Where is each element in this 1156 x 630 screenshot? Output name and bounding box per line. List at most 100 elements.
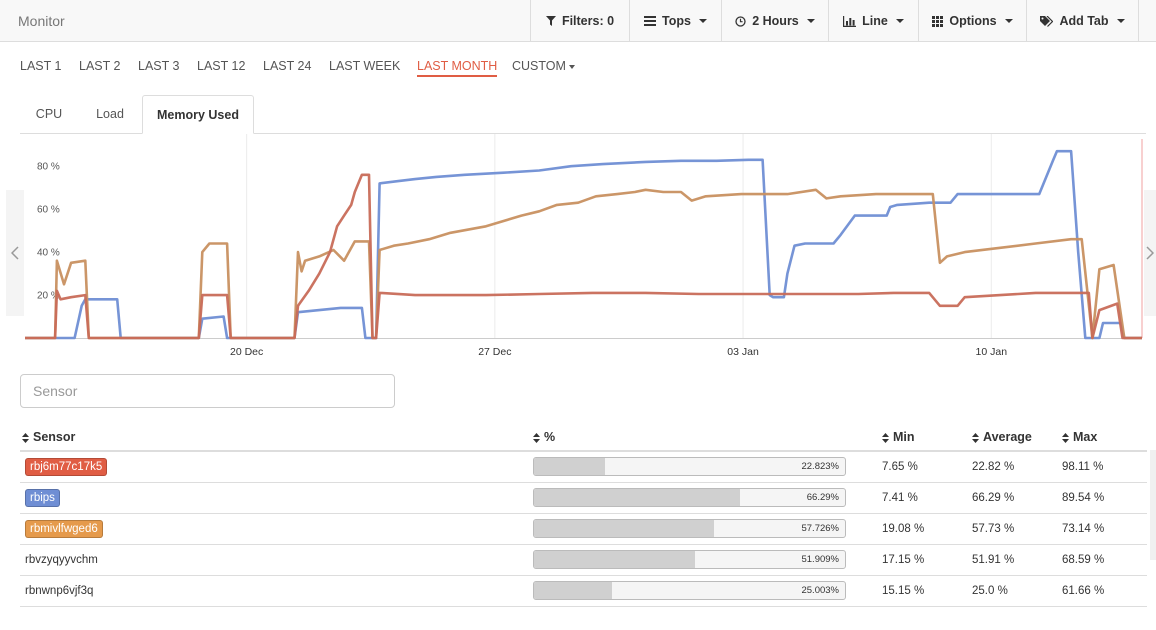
col-header-average-label: Average <box>983 430 1032 444</box>
list-icon <box>644 16 657 26</box>
percent-bar: 51.909% <box>533 550 846 569</box>
col-header-sensor-label: Sensor <box>33 430 76 444</box>
filters-button[interactable]: Filters: 0 <box>530 0 629 42</box>
x-tick-label: 20 Dec <box>230 346 263 358</box>
percent-value: 51.909% <box>801 554 839 565</box>
range-last-1[interactable]: LAST 1 <box>20 59 62 73</box>
metric-tabs: CPU Load Memory Used <box>20 95 1146 134</box>
tab-cpu[interactable]: CPU <box>35 107 63 121</box>
sensor-name: rbnwnp6vjf3q <box>25 584 94 597</box>
percent-bar-fill <box>534 551 696 568</box>
x-tick-label: 27 Dec <box>478 346 511 358</box>
table-row[interactable]: rbips 66.29% 7.41 % 66.29 % 89.54 % <box>20 482 1147 514</box>
range-last-week[interactable]: LAST WEEK <box>329 59 401 73</box>
chevron-down-icon <box>806 19 815 23</box>
chevron-down-icon <box>1004 19 1013 23</box>
percent-bar-fill <box>534 520 714 537</box>
range-custom[interactable]: CUSTOM <box>512 57 575 75</box>
sort-icon <box>882 432 889 443</box>
percent-value: 22.823% <box>801 461 839 473</box>
series-line <box>25 188 1142 340</box>
x-tick-label: 10 Jan <box>976 346 1008 358</box>
series-line <box>25 149 1142 340</box>
col-header-min[interactable]: Min <box>882 424 972 452</box>
chevron-right-icon <box>1146 246 1154 260</box>
percent-bar: 57.726% <box>533 519 846 538</box>
y-tick-label: 20 % <box>37 291 60 302</box>
sort-icon <box>972 432 979 443</box>
filter-icon <box>545 16 556 26</box>
y-tick-label: 60 % <box>37 205 60 216</box>
grid-icon <box>932 15 944 27</box>
range-last-2[interactable]: LAST 2 <box>79 59 121 73</box>
col-header-percent-label: % <box>544 430 556 444</box>
y-tick-label: 40 % <box>37 248 60 259</box>
percent-bar: 22.823% <box>533 457 846 477</box>
range-last-12[interactable]: LAST 12 <box>197 59 246 73</box>
percent-value: 57.726% <box>801 523 839 534</box>
clock-icon <box>735 15 746 27</box>
chevron-down-icon <box>698 19 707 23</box>
col-header-sensor[interactable]: Sensor <box>20 424 533 452</box>
table-row[interactable]: rbvzyqyyvchm 51.909% 17.15 % 51.91 % 68.… <box>20 544 1147 576</box>
sensor-search-input[interactable] <box>20 374 395 408</box>
filters-label: Filters: 0 <box>561 14 615 28</box>
chevron-down-icon <box>895 19 904 23</box>
percent-bar-fill <box>534 489 741 506</box>
col-header-percent[interactable]: % <box>533 424 882 452</box>
col-header-min-label: Min <box>893 430 915 444</box>
tops-label: Tops <box>662 14 691 28</box>
sensor-name: rbips <box>25 488 60 507</box>
max-value: 68.59 % <box>1062 544 1147 576</box>
top-toolbar: Monitor Filters: 0 Tops 2 Hours Line Opt… <box>0 0 1156 42</box>
range-custom-label: CUSTOM <box>512 59 566 73</box>
percent-bar: 66.29% <box>533 488 846 507</box>
col-header-max-label: Max <box>1073 430 1098 444</box>
min-value: 19.08 % <box>882 513 972 545</box>
chart-next-arrow[interactable] <box>1144 190 1156 316</box>
page-scrollbar[interactable] <box>1150 450 1156 560</box>
range-last-month[interactable]: LAST MONTH <box>417 57 498 77</box>
chart-type-button[interactable]: Line <box>828 0 918 42</box>
table-row[interactable]: rbmivlfwged6 57.726% 19.08 % 57.73 % 73.… <box>20 513 1147 545</box>
range-last-3[interactable]: LAST 3 <box>138 59 180 73</box>
sensor-name: rbmivlfwged6 <box>25 519 103 538</box>
min-value: 7.41 % <box>882 482 972 514</box>
memory-used-chart: 20 Dec 27 Dec 03 Jan 10 Jan 20 % 40 % 60 % 80 % <box>25 134 1143 358</box>
col-header-average[interactable]: Average <box>972 424 1062 452</box>
sensor-table: Sensor % Min Average Max rbj6m77c17k5 22… <box>20 424 1147 607</box>
options-button[interactable]: Options <box>918 0 1026 42</box>
percent-bar-fill <box>534 458 605 476</box>
max-value: 73.14 % <box>1062 513 1147 545</box>
chevron-down-icon <box>568 64 575 69</box>
col-header-max[interactable]: Max <box>1062 424 1147 452</box>
tab-memory-used[interactable]: Memory Used <box>142 95 254 134</box>
chart-prev-arrow[interactable] <box>6 190 24 316</box>
table-header-row: Sensor % Min Average Max <box>20 424 1147 452</box>
min-value: 7.65 % <box>882 451 972 483</box>
range-last-24[interactable]: LAST 24 <box>263 59 312 73</box>
sensor-name: rbj6m77c17k5 <box>25 457 108 476</box>
chart-type-label: Line <box>862 14 888 28</box>
x-tick-label: 03 Jan <box>727 346 759 358</box>
sensor-name: rbvzyqyyvchm <box>25 553 98 566</box>
percent-bar: 25.003% <box>533 581 846 600</box>
y-tick-label: 80 % <box>37 162 60 173</box>
add-tab-button[interactable]: Add Tab <box>1026 0 1138 42</box>
table-row[interactable]: rbj6m77c17k5 22.823% 7.65 % 22.82 % 98.1… <box>20 451 1147 483</box>
tab-load[interactable]: Load <box>96 107 124 121</box>
series-line <box>25 173 1142 340</box>
sort-icon <box>533 432 540 443</box>
tags-icon <box>1040 15 1054 27</box>
period-button[interactable]: 2 Hours <box>721 0 828 42</box>
app-title: Monitor <box>18 13 65 29</box>
max-value: 61.66 % <box>1062 575 1147 607</box>
sensor-table-body: rbj6m77c17k5 22.823% 7.65 % 22.82 % 98.1… <box>20 451 1147 607</box>
table-row[interactable]: rbnwnp6vjf3q 25.003% 15.15 % 25.0 % 61.6… <box>20 575 1147 607</box>
percent-bar-fill <box>534 582 612 599</box>
chevron-left-icon <box>11 246 19 260</box>
average-value: 22.82 % <box>972 451 1062 483</box>
chevron-down-icon <box>1116 19 1125 23</box>
tops-button[interactable]: Tops <box>629 0 721 42</box>
toolbar-divider <box>1138 0 1139 42</box>
